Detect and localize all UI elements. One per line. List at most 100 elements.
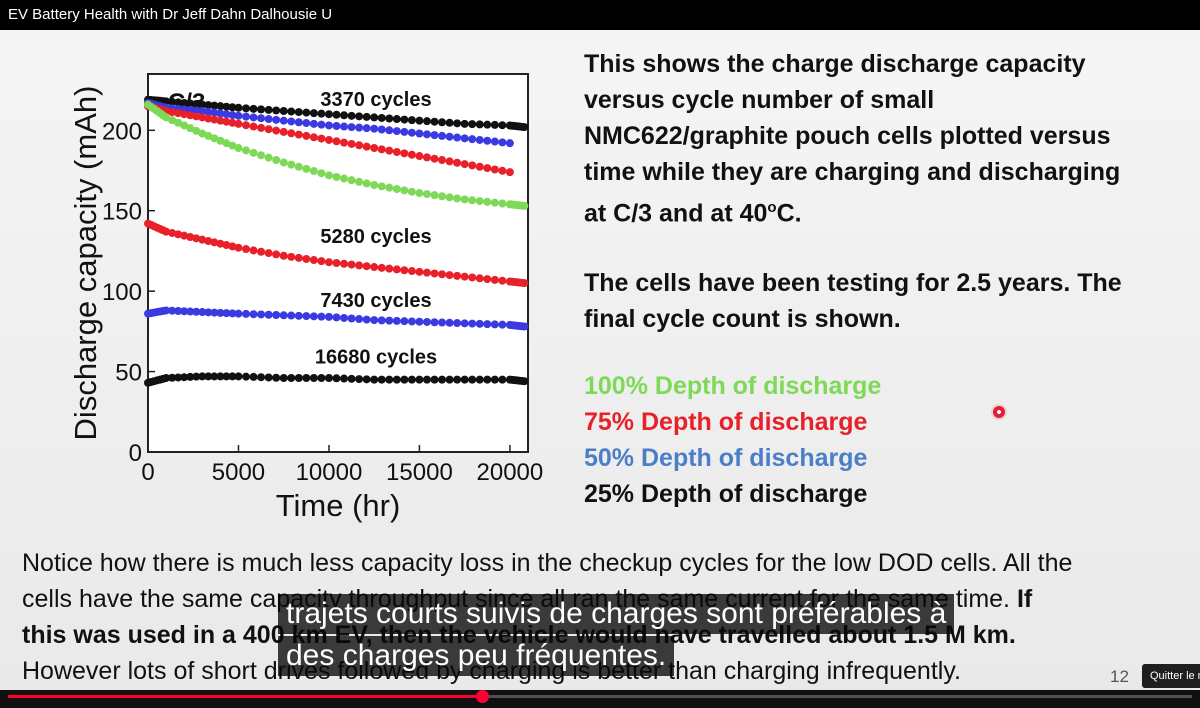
data-point [242, 146, 251, 155]
data-point [340, 138, 349, 147]
data-point [475, 120, 484, 129]
x-tick-label: 15000 [386, 459, 453, 486]
data-point [228, 372, 237, 381]
data-point [279, 374, 288, 383]
data-point [392, 316, 401, 325]
data-point [210, 101, 219, 110]
data-point [249, 372, 258, 381]
data-point [210, 108, 219, 117]
data-point [468, 161, 477, 170]
data-point [332, 122, 341, 131]
y-axis-label: Discharge capacity (mAh) [68, 86, 103, 441]
data-point [302, 108, 311, 117]
data-point [445, 318, 454, 327]
cycle-count-annotation: 7430 cycles [320, 290, 431, 312]
data-point [453, 194, 462, 203]
data-point [234, 143, 243, 152]
data-point [249, 113, 258, 122]
capacity-chart: 0 5000 10000 15000 20000 0 50 100 150 200 Time (hr… [0, 30, 560, 540]
video-title: EV Battery Health with Dr Jeff Dahn Dalh… [0, 0, 1200, 30]
data-point [400, 127, 409, 136]
data-point [317, 257, 326, 266]
degree-superscript: o [767, 199, 777, 216]
data-point [505, 139, 514, 148]
data-point [362, 142, 371, 151]
data-point [483, 164, 492, 173]
quit-fullscreen-button[interactable]: Quitter le m [1142, 664, 1200, 688]
description-paragraph-2: The cells have been testing for 2.5 year… [584, 265, 1164, 337]
data-point [287, 374, 296, 383]
data-point [438, 375, 447, 384]
data-point [287, 117, 296, 126]
data-point [210, 308, 219, 317]
data-point [162, 113, 171, 122]
data-point [324, 121, 333, 130]
cycle-count-annotation: 5280 cycles [320, 226, 431, 248]
data-point [264, 373, 273, 382]
data-point [498, 320, 507, 329]
data-point [174, 373, 183, 382]
data-point [468, 196, 477, 205]
data-point [198, 100, 207, 109]
data-point [279, 158, 288, 167]
data-point [468, 375, 477, 384]
data-point [168, 108, 177, 117]
laser-pointer-icon [993, 406, 1005, 418]
data-point [498, 166, 507, 175]
video-progress-bar[interactable] [8, 690, 1192, 703]
data-point [498, 276, 507, 285]
data-point [180, 373, 189, 382]
data-point [498, 138, 507, 147]
data-point [272, 311, 281, 320]
data-point [483, 375, 492, 384]
data-point [520, 201, 529, 210]
data-point [520, 322, 529, 331]
data-point [438, 192, 447, 201]
data-point [430, 318, 439, 327]
x-axis-label: Time (hr) [276, 488, 401, 523]
data-point [222, 241, 231, 250]
slide-number: 12 [1110, 667, 1129, 686]
data-point [460, 119, 469, 128]
data-point [377, 125, 386, 134]
data-point [192, 112, 201, 121]
data-point [438, 156, 447, 165]
data-point [324, 110, 333, 119]
data-point [180, 307, 189, 316]
data-point [340, 374, 349, 383]
data-point [180, 98, 189, 107]
data-point [216, 116, 225, 125]
data-point [264, 153, 273, 162]
data-point [222, 139, 231, 148]
data-point [415, 116, 424, 125]
data-point [279, 251, 288, 260]
data-point [520, 123, 529, 132]
data-point [505, 168, 514, 177]
data-point [174, 109, 183, 118]
data-point [257, 151, 266, 160]
y-tick-label: 100 [102, 279, 142, 306]
data-point [355, 112, 364, 121]
data-point [242, 309, 251, 318]
data-point [174, 118, 183, 127]
description-line: versus cycle number of small [584, 86, 935, 114]
data-point [430, 269, 439, 278]
data-point [216, 308, 225, 317]
data-point [490, 120, 499, 129]
y-tick-label: 150 [102, 199, 142, 226]
data-point [377, 263, 386, 272]
legend-item-25: 25% Depth of discharge [584, 480, 868, 508]
data-point [445, 157, 454, 166]
data-point [347, 374, 356, 383]
data-point [210, 115, 219, 124]
data-point [192, 126, 201, 135]
data-point [415, 267, 424, 276]
data-point [192, 234, 201, 243]
data-point [294, 162, 303, 171]
data-point [340, 313, 349, 322]
data-point [415, 189, 424, 198]
progress-scrubber-handle[interactable] [475, 690, 489, 703]
data-point [460, 160, 469, 169]
data-point [422, 130, 431, 139]
data-point [362, 124, 371, 133]
